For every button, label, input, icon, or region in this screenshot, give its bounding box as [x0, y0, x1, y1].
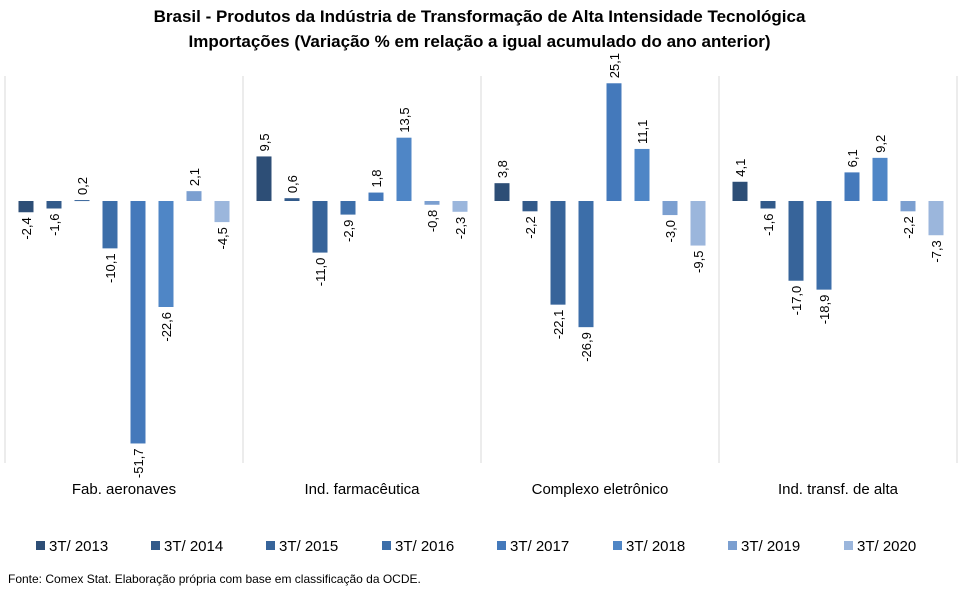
legend-swatch-6: [728, 541, 737, 550]
bar-2-1: [312, 201, 328, 253]
legend-swatch-1: [151, 541, 160, 550]
bar-3-3: [816, 201, 832, 290]
data-label-1-3: -1,6: [761, 214, 776, 236]
bar-4-1: [368, 192, 384, 201]
bar-5-0: [158, 201, 174, 307]
data-label-1-2: -2,2: [523, 216, 538, 238]
legend-swatch-2: [266, 541, 275, 550]
data-label-2-0: 0,2: [75, 177, 90, 195]
data-label-3-0: -10,1: [103, 253, 118, 283]
bar-7-1: [452, 201, 468, 212]
data-label-2-3: -17,0: [789, 286, 804, 316]
bar-0-0: [18, 201, 34, 213]
bar-0-1: [256, 156, 272, 201]
data-label-5-0: -22,6: [159, 312, 174, 342]
bar-3-1: [340, 201, 356, 215]
data-label-0-3: 4,1: [733, 159, 748, 177]
bar-6-2: [662, 201, 678, 216]
chart-title-line2: Importações (Variação % em relação a igu…: [188, 32, 771, 51]
bar-0-2: [494, 183, 510, 201]
bar-7-2: [690, 201, 706, 246]
bar-2-0: [74, 200, 90, 202]
bar-4-2: [606, 83, 622, 201]
bar-1-0: [46, 201, 62, 209]
source-note: Fonte: Comex Stat. Elaboração própria co…: [8, 572, 421, 586]
bar-4-0: [130, 201, 146, 444]
bar-2-2: [550, 201, 566, 305]
data-label-3-2: -26,9: [579, 332, 594, 362]
bar-7-0: [214, 201, 230, 223]
bar-4-3: [844, 172, 860, 201]
bar-6-3: [900, 201, 916, 212]
legend-label-3: 3T/ 2016: [395, 538, 454, 555]
data-label-4-0: -51,7: [131, 448, 146, 478]
legend-swatch-0: [36, 541, 45, 550]
category-label-3: Ind. transf. de alta: [778, 481, 899, 498]
data-label-4-3: 6,1: [845, 149, 860, 167]
legend-swatch-7: [844, 541, 853, 550]
data-label-6-0: 2,1: [187, 168, 202, 186]
bar-5-3: [872, 157, 888, 201]
data-label-5-3: 9,2: [873, 135, 888, 153]
data-label-1-0: -1,6: [47, 214, 62, 236]
data-label-5-2: 11,1: [635, 120, 650, 144]
bar-1-3: [760, 201, 776, 209]
legend-label-6: 3T/ 2019: [741, 538, 800, 555]
data-label-4-2: 25,1: [607, 53, 622, 78]
bar-6-0: [186, 191, 202, 201]
data-label-0-0: -2,4: [19, 217, 34, 239]
data-label-4-1: 1,8: [369, 169, 384, 187]
legend-label-0: 3T/ 2013: [49, 538, 108, 555]
legend-label-4: 3T/ 2017: [510, 538, 569, 555]
data-label-7-3: -7,3: [929, 240, 944, 262]
legend-label-7: 3T/ 2020: [857, 538, 916, 555]
data-label-6-1: -0,8: [425, 210, 440, 232]
bar-3-0: [102, 201, 118, 249]
bar-5-2: [634, 148, 650, 201]
legend-swatch-3: [382, 541, 391, 550]
data-label-5-1: 13,5: [397, 107, 412, 132]
data-label-7-2: -9,5: [691, 251, 706, 273]
category-label-2: Complexo eletrônico: [532, 481, 669, 498]
data-label-3-3: -18,9: [817, 295, 832, 325]
bar-0-3: [732, 181, 748, 201]
category-label-1: Ind. farmacêutica: [304, 481, 420, 498]
data-label-0-2: 3,8: [495, 160, 510, 178]
data-label-6-3: -2,2: [901, 216, 916, 238]
legend-label-5: 3T/ 2018: [626, 538, 685, 555]
data-label-7-1: -2,3: [453, 217, 468, 239]
chart-title-line1: Brasil - Produtos da Indústria de Transf…: [153, 7, 806, 26]
legend-swatch-5: [613, 541, 622, 550]
bar-2-3: [788, 201, 804, 281]
data-label-1-1: 0,6: [285, 175, 300, 193]
bar-3-2: [578, 201, 594, 328]
bar-1-1: [284, 198, 300, 201]
data-label-3-1: -2,9: [341, 220, 356, 242]
bar-5-1: [396, 137, 412, 201]
data-label-0-1: 9,5: [257, 133, 272, 151]
data-label-2-1: -11,0: [313, 258, 328, 287]
legend-label-2: 3T/ 2015: [279, 538, 338, 555]
bar-1-2: [522, 201, 538, 212]
legend-label-1: 3T/ 2014: [164, 538, 223, 555]
legend-swatch-4: [497, 541, 506, 550]
data-label-6-2: -3,0: [663, 220, 678, 242]
bar-6-1: [424, 201, 440, 205]
bar-7-3: [928, 201, 944, 236]
data-label-2-2: -22,1: [551, 310, 566, 340]
data-label-7-0: -4,5: [215, 227, 230, 249]
category-label-0: Fab. aeronaves: [72, 481, 176, 498]
